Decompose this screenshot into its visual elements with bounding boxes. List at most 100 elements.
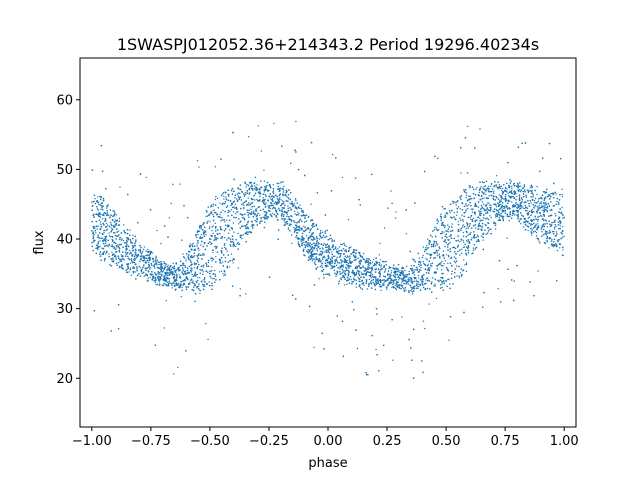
data-point xyxy=(120,239,123,241)
data-point xyxy=(402,271,404,273)
data-point xyxy=(483,232,485,234)
data-point xyxy=(271,198,274,200)
data-point xyxy=(279,196,281,199)
data-point xyxy=(482,219,484,221)
data-point xyxy=(546,232,548,234)
data-point xyxy=(467,234,469,236)
data-point xyxy=(418,277,420,279)
data-point xyxy=(162,269,164,271)
data-point xyxy=(282,215,285,218)
data-point xyxy=(359,263,361,265)
data-point xyxy=(223,195,225,197)
data-point xyxy=(460,219,462,222)
data-point xyxy=(110,223,112,225)
data-point xyxy=(524,204,526,207)
data-point xyxy=(550,209,552,211)
data-point xyxy=(120,243,122,246)
data-point xyxy=(150,267,152,269)
data-point xyxy=(487,230,490,232)
data-point xyxy=(230,209,233,211)
data-point xyxy=(393,283,395,285)
data-point xyxy=(357,276,359,279)
data-point xyxy=(338,256,341,258)
data-point xyxy=(167,272,170,274)
data-point xyxy=(313,242,316,244)
data-point xyxy=(234,203,237,205)
data-point xyxy=(536,185,538,188)
data-point xyxy=(478,191,480,194)
data-point xyxy=(290,223,292,226)
data-point xyxy=(440,264,443,267)
data-point xyxy=(345,249,347,251)
data-point xyxy=(312,242,314,244)
data-point xyxy=(224,243,226,245)
data-point xyxy=(160,271,162,273)
data-point xyxy=(263,191,266,193)
data-point xyxy=(411,293,414,295)
data-point xyxy=(230,253,233,255)
data-point xyxy=(525,224,527,226)
data-point xyxy=(327,258,329,260)
data-point xyxy=(310,203,312,205)
data-point xyxy=(322,234,325,237)
data-point xyxy=(199,292,201,295)
data-point xyxy=(314,260,316,262)
data-point xyxy=(347,218,350,221)
data-point xyxy=(534,201,536,204)
data-point xyxy=(328,252,331,254)
data-point xyxy=(543,211,545,214)
data-point xyxy=(521,206,523,208)
data-point xyxy=(456,265,458,267)
data-point xyxy=(533,199,536,202)
data-point xyxy=(109,236,112,238)
data-point xyxy=(286,213,288,216)
data-point xyxy=(506,188,508,190)
data-point xyxy=(375,348,377,351)
data-point xyxy=(214,166,217,168)
data-point xyxy=(305,228,307,231)
data-point xyxy=(464,264,466,266)
data-point xyxy=(341,276,343,279)
data-point xyxy=(470,231,472,234)
data-point xyxy=(269,204,271,207)
data-point xyxy=(250,208,252,210)
data-point xyxy=(237,241,239,243)
data-point xyxy=(323,242,325,245)
data-point xyxy=(196,279,199,282)
data-point xyxy=(528,203,530,205)
data-point xyxy=(271,208,274,210)
data-point xyxy=(212,225,214,227)
data-point xyxy=(485,218,487,220)
data-point xyxy=(488,229,490,231)
data-point xyxy=(470,218,472,221)
data-point xyxy=(508,220,510,222)
data-point xyxy=(327,265,329,268)
data-point xyxy=(164,264,166,267)
data-point xyxy=(330,237,332,240)
data-point xyxy=(149,268,151,270)
data-point xyxy=(307,244,309,246)
data-point xyxy=(512,191,515,193)
data-point xyxy=(428,243,430,246)
data-point xyxy=(198,285,200,287)
data-point xyxy=(426,245,428,247)
data-point xyxy=(422,254,424,256)
data-point xyxy=(163,327,166,329)
data-point xyxy=(540,214,542,217)
data-point xyxy=(485,191,487,193)
data-point xyxy=(541,209,543,211)
data-point xyxy=(562,226,564,228)
data-point xyxy=(202,271,204,273)
data-point xyxy=(114,224,116,226)
data-point xyxy=(158,261,160,264)
data-point xyxy=(340,243,342,245)
data-point xyxy=(141,268,143,270)
data-point xyxy=(451,223,453,225)
data-point xyxy=(451,264,453,267)
data-point xyxy=(472,247,475,249)
data-point xyxy=(254,199,256,201)
data-point xyxy=(465,211,467,213)
data-point xyxy=(129,229,131,231)
data-point xyxy=(197,276,199,279)
data-point xyxy=(168,217,171,219)
